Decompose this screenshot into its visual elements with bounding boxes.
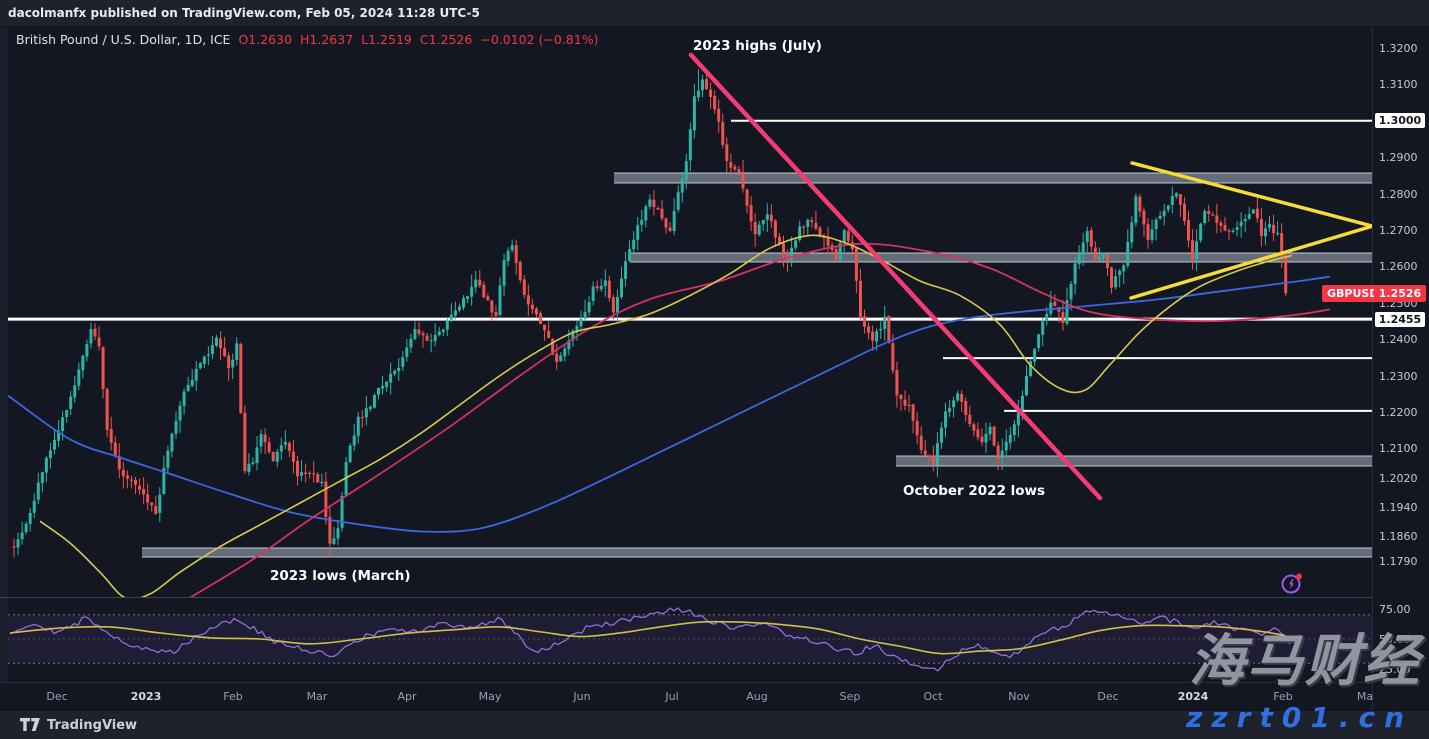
time-axis-label: 2024 [1177, 690, 1209, 703]
time-axis-label: Dec [46, 690, 68, 703]
price-axis[interactable]: 1.3200 1.3100 1.2900 1.2800 1.2700 1.2600 1.25… [1372, 27, 1429, 710]
tradingview-logo[interactable]: TradingView [20, 718, 137, 733]
publish-info: dacolmanfx published on TradingView.com,… [8, 6, 480, 20]
price-axis-label: 1.2100 [1379, 442, 1418, 456]
ideas-flash-button[interactable] [1280, 571, 1304, 595]
time-axis-label: Feb [223, 690, 243, 703]
time-axis-label: Oct [923, 690, 943, 703]
watermark-cn-text: 海马财经 [1189, 629, 1421, 694]
time-axis-label: Mar [306, 690, 328, 703]
trendline-drawings[interactable] [688, 52, 1374, 501]
annotation-oct-2022-lows[interactable]: October 2022 lows [903, 483, 1046, 499]
footer-bar: TradingView [0, 710, 1429, 739]
price-axis-label: 1.2900 [1379, 151, 1418, 165]
ohlc-open: O1.2630 [238, 31, 293, 47]
ma-slow-blue [8, 275, 1331, 533]
price-axis-label: 1.3100 [1379, 78, 1418, 92]
flash-icon [1281, 573, 1302, 594]
time-axis-label: Jul [665, 690, 679, 703]
tradingview-logo-text: TradingView [47, 717, 138, 733]
time-axis-label: Apr [397, 690, 417, 703]
price-axis-label: 1.2200 [1379, 406, 1418, 419]
triangle-upper [1130, 161, 1374, 229]
ohlc-low: L1.2519 [361, 31, 412, 47]
downtrend-from-2023-highs [688, 52, 1103, 501]
time-axis-label: Ma [1356, 690, 1374, 703]
publish-bar: dacolmanfx published on TradingView.com,… [0, 0, 1429, 27]
rsi-ma [9, 620, 1286, 655]
annotation-2023-highs[interactable]: 2023 highs (July) [693, 38, 822, 54]
price-axis-label: 1.1860 [1379, 529, 1418, 543]
left-edge-strip [0, 27, 8, 682]
price-axis-label: 1.2300 [1379, 369, 1418, 383]
time-axis-label: Aug [746, 690, 768, 703]
rsi-axis-label: 50.00 [1379, 633, 1411, 646]
symbol-title[interactable]: British Pound / U.S. Dollar, 1D, ICE [16, 31, 231, 47]
last-price-badge: 1.2526 [1374, 284, 1426, 302]
price-level-badge: 1.2455 [1375, 311, 1425, 327]
rsi-axis-label: 75.00 [1379, 602, 1411, 616]
price-axis-label: 1.3200 [1379, 42, 1418, 55]
time-axis-label: May [478, 690, 502, 703]
time-axis-label: 2023 [130, 690, 162, 703]
rsi-panel [8, 607, 1374, 672]
time-axis-label: Feb [1273, 690, 1293, 703]
symbol-price-label: GBPUSD [1322, 284, 1384, 302]
ohlc-change: −0.0102 (−0.81%) [480, 31, 599, 47]
time-axis[interactable]: Dec 2023 Feb Mar Apr May Jun Jul Aug Sep Oct Nov Dec… [0, 682, 1374, 710]
price-axis-label: 1.2600 [1379, 260, 1418, 274]
price-axis-label: 1.1790 [1379, 555, 1418, 569]
horizontal-levels[interactable] [8, 119, 1374, 412]
price-axis-label: 1.2800 [1379, 187, 1418, 201]
time-axis-label: Sep [839, 690, 861, 703]
price-axis-label: 1.1940 [1379, 500, 1418, 514]
ohlc-high: H1.2637 [300, 31, 354, 47]
tradingview-logo-icon [20, 718, 40, 731]
symbol-legend: British Pound / U.S. Dollar, 1D, ICE O1.… [16, 31, 598, 47]
annotation-2023-lows[interactable]: 2023 lows (March) [270, 568, 411, 584]
price-axis-label: 1.2020 [1379, 471, 1418, 485]
moving-averages-layer [8, 234, 1331, 598]
price-level-badge: 1.3000 [1375, 113, 1425, 129]
supply-demand-zones[interactable] [142, 172, 1374, 558]
ohlc-close: C1.2526 [419, 31, 473, 47]
ma-fast-yellow [39, 234, 1293, 598]
price-axis-label: 1.2700 [1379, 224, 1418, 237]
rsi-axis-label: 25.00 [1379, 663, 1411, 677]
time-axis-label: Nov [1008, 690, 1030, 703]
time-axis-label: Jun [573, 690, 591, 703]
time-axis-label: Dec [1097, 690, 1119, 703]
price-axis-label: 1.2400 [1379, 333, 1418, 347]
rsi [9, 607, 1291, 672]
watermark-url-text: zzrt01.cn [1186, 701, 1413, 734]
ma-mid-pink [189, 242, 1331, 598]
triangle-lower [1129, 223, 1374, 300]
